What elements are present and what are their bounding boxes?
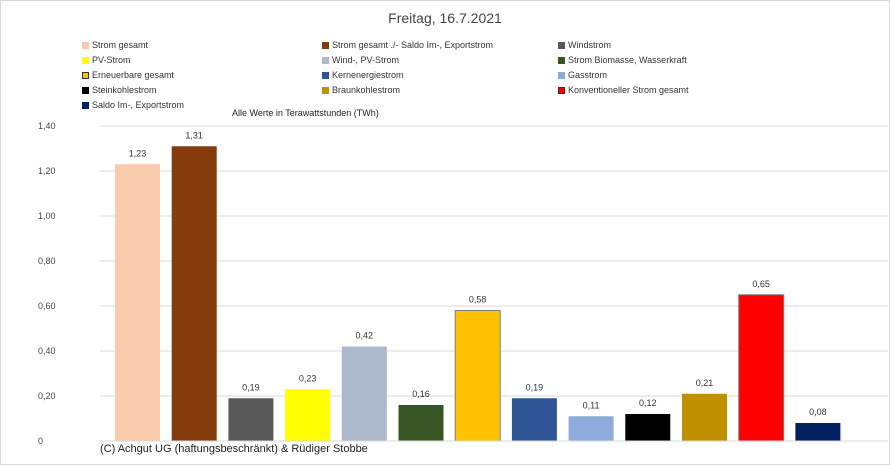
y-tick-label: 0,20 [38,391,56,401]
legend-label: Steinkohlestrom [92,85,157,95]
data-label: 0,19 [526,382,544,392]
data-label: 0,19 [242,382,260,392]
bar [511,398,557,441]
data-label: 0,42 [356,331,374,341]
legend-label: Kernenergiestrom [332,70,404,80]
legend-label: Windstrom [568,40,612,50]
legend-item: Strom Biomasse, Wasserkraft [558,55,687,65]
legend-label: Saldo Im-, Exportstrom [92,100,185,110]
legend-item: Windstrom [558,40,611,50]
data-label: 1,23 [129,148,147,158]
legend-item: Saldo Im-, Exportstrom [82,100,184,110]
legend-label: Strom Biomasse, Wasserkraft [568,55,687,65]
chart-title: Freitag, 16.7.2021 [388,10,502,26]
copyright-text: (C) Achgut UG (haftungsbeschränkt) & Rüd… [100,443,368,455]
legend-label: Gasstrom [568,70,608,80]
legend-item: Gasstrom [558,70,607,80]
legend-item: PV-Strom [82,55,131,65]
y-tick-label: 0,40 [38,346,56,356]
y-tick-label: 1,20 [38,166,56,176]
legend-label: Konventioneller Strom gesamt [568,85,689,95]
bar [738,294,785,442]
legend-swatch [558,41,565,49]
data-label: 0,21 [696,378,714,388]
y-tick-label: 0,80 [38,256,56,266]
legend-item: Steinkohlestrom [82,85,157,95]
bar [454,310,501,442]
legend-item: Kernenergiestrom [322,70,404,80]
unit-note: Alle Werte in Terawattstunden (TWh) [232,108,379,118]
legend-item: Wind-, PV-Strom [322,55,399,65]
y-tick-label: 1,00 [38,211,56,221]
legend-label: PV-Strom [92,55,131,65]
bar [682,393,727,441]
legend-swatch [82,71,89,79]
bar [398,405,444,441]
legend-label: Erneuerbare gesamt [92,70,175,80]
bar [171,146,217,441]
legend-swatch [82,101,89,109]
bar [115,164,160,441]
legend-swatch [82,86,89,94]
y-tick-label: 0,60 [38,301,56,311]
legend-item: Strom gesamt ./- Saldo Im-, Exportstrom [322,40,493,50]
legend-swatch [322,56,329,64]
legend-item: Strom gesamt [82,40,148,50]
legend-swatch [322,71,329,79]
bar [795,423,841,441]
bar [341,346,387,441]
legend-swatch [82,56,89,64]
legend-item: Braunkohlestrom [322,85,400,95]
data-label: 0,16 [412,389,430,399]
legend-swatch [558,71,565,79]
y-tick-label: 1,40 [38,121,56,131]
legend-label: Braunkohlestrom [332,85,401,95]
data-label: 1,31 [185,130,203,140]
bar [285,389,331,441]
legend-swatch [322,86,329,94]
data-label: 0,23 [299,373,317,383]
legend-label: Strom gesamt ./- Saldo Im-, Exportstrom [332,40,494,50]
data-label: 0,65 [752,279,770,289]
legend-label: Strom gesamt [92,40,149,50]
data-label: 0,08 [809,407,827,417]
legend-swatch [82,41,89,49]
legend-swatch [558,56,565,64]
bar [568,416,614,441]
data-label: 0,11 [583,400,600,410]
data-label: 0,12 [639,398,657,408]
legend-swatch [322,41,329,49]
legend-swatch [558,86,565,94]
y-tick-label: 0 [38,436,43,446]
bar [228,398,274,441]
legend-label: Wind-, PV-Strom [332,55,400,65]
legend-item: Konventioneller Strom gesamt [558,85,689,95]
data-label: 0,58 [469,295,487,305]
legend-item: Erneuerbare gesamt [82,70,174,80]
bar [625,414,671,441]
